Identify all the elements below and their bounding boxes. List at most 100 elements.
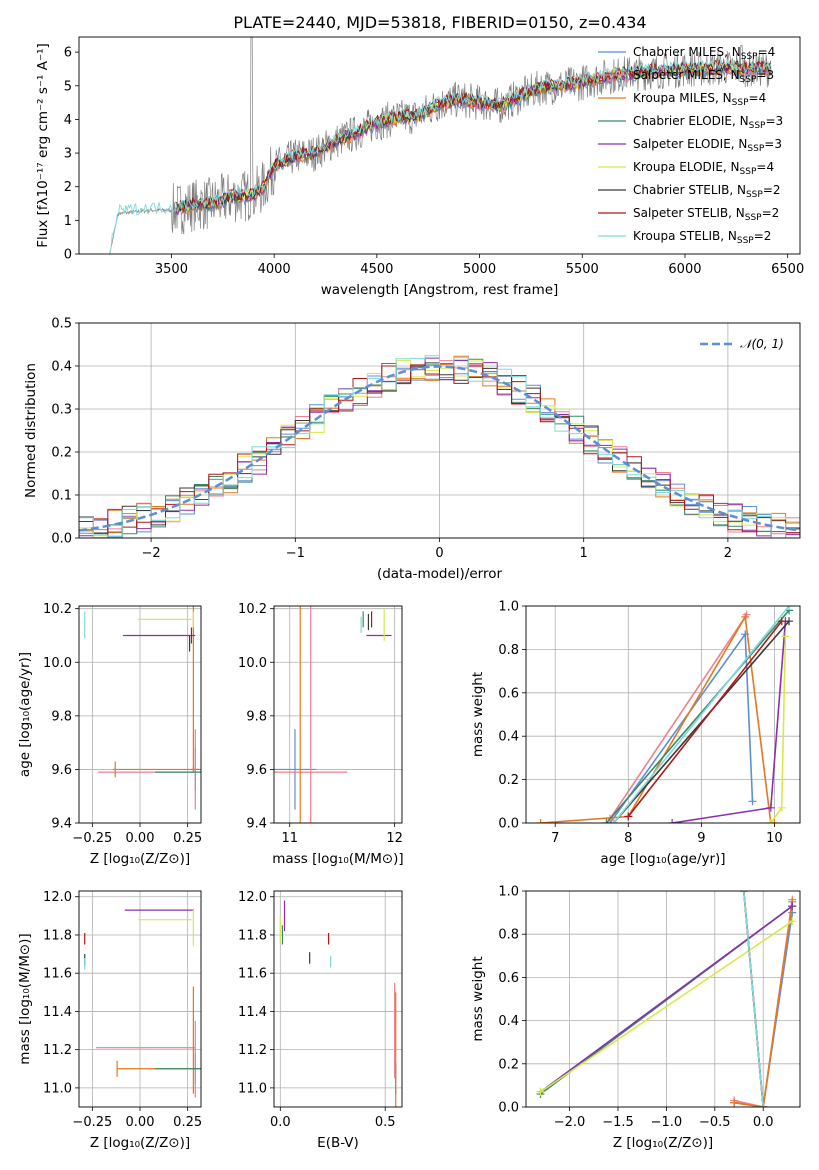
x-tick-label: 4500	[360, 262, 393, 277]
weight-series-line	[540, 920, 793, 1093]
weight-series-line	[671, 621, 787, 823]
weight-marker	[609, 819, 618, 823]
x-tick-label: 0.5	[375, 1115, 396, 1130]
weight-marker	[785, 617, 794, 626]
y-tick-label: 0.0	[498, 817, 519, 832]
y-tick-label: 11.0	[43, 1081, 72, 1096]
legend-subscript: SSP	[732, 98, 749, 108]
y-tick-label: 12.0	[238, 890, 267, 905]
residual-histogram-step	[79, 363, 800, 538]
legend-nssp: =4	[758, 45, 776, 59]
panel-z-vs-age: −0.25 0.00 0.25 9.4 9.6 9.8 10.0 10.2 Z [log₁₀(Z…	[17, 602, 202, 867]
weight-marker	[748, 797, 757, 806]
weight-series-line	[609, 614, 748, 820]
y-axis-label: mass [log₁₀(M/M⊙)]	[17, 933, 33, 1064]
y-tick-label: 0.6	[498, 971, 519, 986]
y-tick-label: 5	[64, 79, 72, 94]
legend-name: Chabrier ELODIE, N	[633, 114, 749, 128]
plot-area-z-vs-age	[84, 606, 201, 810]
weight-marker	[741, 612, 750, 621]
y-tick-label: 11.0	[238, 1081, 267, 1096]
legend-nssp: =2	[754, 229, 772, 243]
x-tick-label: 0.25	[173, 831, 202, 846]
y-tick-label: 10.2	[43, 602, 72, 617]
legend-nssp: =2	[762, 206, 780, 220]
x-tick-label: 9	[697, 831, 705, 846]
y-tick-label: 6	[64, 46, 72, 61]
y-axis-label: age [log₁₀(age/yr)]	[17, 652, 33, 777]
y-tick-label: 1.0	[498, 885, 519, 900]
axes-frame	[78, 36, 801, 255]
x-tick-label: 2	[724, 546, 732, 561]
panel-spectrum: 3500 4000 4500 5000 5500 6000 6500 0 1 2 3 4 5 6 wavel…	[35, 36, 804, 298]
y-tick-label: 0.5	[51, 317, 72, 332]
weight-marker	[668, 819, 677, 823]
weight-marker	[766, 803, 775, 812]
y-tick-label: 4	[64, 113, 72, 128]
y-tick-label: 9.8	[246, 709, 267, 724]
legend-entry: Chabrier STELIB, NSSP=2	[633, 183, 781, 200]
axes-frame	[525, 890, 801, 1108]
x-tick-label: −0.25	[72, 831, 112, 846]
x-tick-label: −2	[142, 546, 161, 561]
plot-area-ebv-vs-mass	[279, 900, 397, 1107]
weight-marker	[739, 891, 748, 895]
x-tick-label: 5500	[566, 262, 599, 277]
weight-marker	[781, 632, 790, 641]
legend-entry: Salpeter MILES, NSSP=3	[633, 68, 774, 85]
plot-area-age-vs-weight	[536, 606, 794, 823]
y-axis-label: mass weight	[470, 672, 486, 757]
y-tick-label: 0.4	[498, 730, 519, 745]
x-axis-label: E(B-V)	[317, 1135, 359, 1151]
y-tick-label: 11.8	[238, 928, 267, 943]
x-tick-label: 0.25	[173, 1115, 202, 1130]
y-tick-label: 0.2	[51, 446, 72, 461]
plot-area-mass-vs-age	[274, 606, 392, 823]
legend-name: Salpeter STELIB, N	[633, 206, 745, 220]
legend-entry: Chabrier MILES, NSSP=4	[633, 45, 775, 62]
weight-series-line	[540, 905, 793, 1093]
legend-nssp: =2	[763, 183, 781, 197]
y-tick-label: 11.2	[43, 1043, 72, 1058]
legend-name: Kroupa ELODIE, N	[633, 160, 740, 174]
y-tick-label: 11.6	[43, 967, 72, 982]
weight-series-line	[540, 614, 775, 823]
weight-marker	[730, 1098, 739, 1107]
axes-frame	[525, 605, 801, 824]
y-tick-label: 0.4	[51, 360, 72, 375]
x-axis-label: wavelength [Angstrom, rest frame]	[321, 282, 559, 298]
legend-entry: Salpeter ELODIE, NSSP=3	[633, 137, 782, 154]
plot-area-spectrum	[109, 37, 772, 254]
y-tick-label: 10.0	[43, 656, 72, 671]
weight-series-line	[605, 609, 790, 823]
weight-marker	[788, 917, 797, 926]
panel-z-vs-mass: −0.25 0.00 0.25 11.0 11.2 11.4 11.6 11.8 12.0 Z […	[17, 890, 202, 1151]
normal-legend-label: 𝒩(0, 1)	[740, 337, 784, 351]
y-tick-label: 9.4	[51, 817, 72, 832]
weight-marker	[785, 606, 794, 610]
y-tick-label: 9.6	[246, 763, 267, 778]
x-tick-label: 3500	[155, 262, 188, 277]
y-tick-label: 11.4	[43, 1005, 72, 1020]
y-axis-label: mass weight	[470, 956, 486, 1041]
x-tick-label: 0.00	[126, 1115, 155, 1130]
y-tick-label: 11.4	[238, 1005, 267, 1020]
legend-subscript: SSP	[746, 190, 763, 200]
weight-series-line	[770, 636, 787, 823]
x-tick-label: 1	[580, 546, 588, 561]
y-tick-label: 0.4	[498, 1014, 519, 1029]
legend-entry: Kroupa STELIB, NSSP=2	[633, 229, 771, 246]
y-tick-label: 0.0	[498, 1101, 519, 1116]
x-tick-label: −1	[286, 546, 305, 561]
x-tick-label: 0.0	[270, 1115, 291, 1130]
weight-marker	[536, 819, 545, 823]
y-tick-label: 12.0	[43, 890, 72, 905]
y-tick-label: 0.8	[498, 643, 519, 658]
weight-marker	[777, 617, 786, 626]
y-tick-label: 1.0	[498, 600, 519, 615]
legend-name: Salpeter MILES, N	[633, 68, 740, 82]
y-tick-label: 11.6	[238, 967, 267, 982]
weight-marker	[602, 819, 611, 823]
x-tick-label: −0.5	[699, 1115, 731, 1130]
